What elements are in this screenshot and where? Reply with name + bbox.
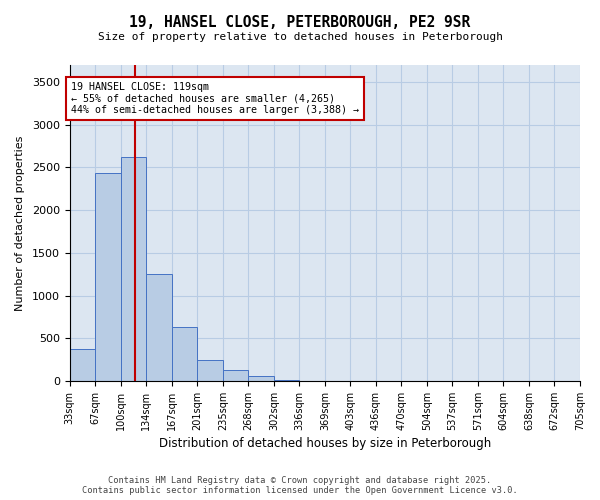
Bar [172, 327, 197, 381]
Bar [223, 370, 248, 381]
Bar [95, 174, 121, 381]
Text: 19, HANSEL CLOSE, PETERBOROUGH, PE2 9SR: 19, HANSEL CLOSE, PETERBOROUGH, PE2 9SR [130, 15, 470, 30]
Bar [197, 360, 223, 381]
Text: 19 HANSEL CLOSE: 119sqm
← 55% of detached houses are smaller (4,265)
44% of semi: 19 HANSEL CLOSE: 119sqm ← 55% of detache… [71, 82, 359, 116]
X-axis label: Distribution of detached houses by size in Peterborough: Distribution of detached houses by size … [159, 437, 491, 450]
Bar [146, 274, 172, 381]
Bar [70, 348, 95, 381]
Bar [248, 376, 274, 381]
Text: Size of property relative to detached houses in Peterborough: Size of property relative to detached ho… [97, 32, 503, 42]
Bar [121, 157, 146, 381]
Bar [274, 380, 299, 381]
Y-axis label: Number of detached properties: Number of detached properties [15, 136, 25, 310]
Text: Contains HM Land Registry data © Crown copyright and database right 2025.
Contai: Contains HM Land Registry data © Crown c… [82, 476, 518, 495]
